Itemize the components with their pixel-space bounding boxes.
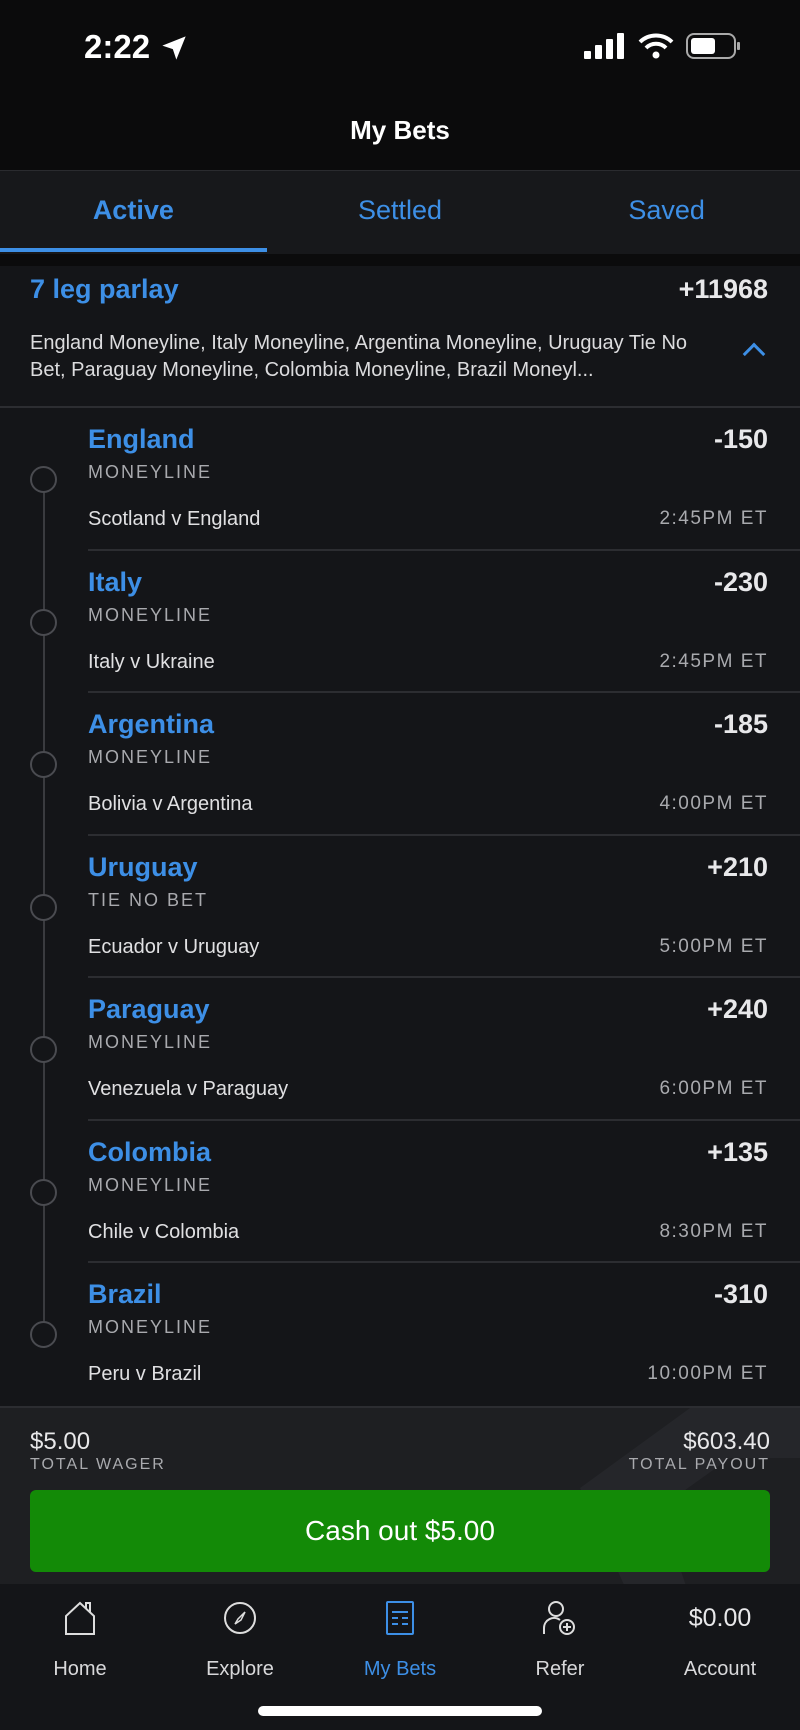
total-wager-label: TOTAL WAGER (30, 1456, 166, 1473)
leg-item[interactable]: Paraguay +240 MONEYLINE Venezuela v Para… (0, 978, 800, 1121)
nav-my-bets-label: My Bets (363, 1658, 437, 1680)
leg-odds: -150 (713, 424, 768, 454)
status-bar: 2:22 (0, 0, 800, 100)
nav-account-label: Account (683, 1658, 757, 1680)
leg-time: 4:00PM ET (659, 793, 768, 814)
leg-item[interactable]: Brazil -310 MONEYLINE Peru v Brazil 10:0… (0, 1263, 800, 1406)
leg-status-circle-icon (30, 466, 57, 493)
total-payout-value: $603.40 (683, 1428, 770, 1455)
nav-home[interactable]: Home (0, 1584, 160, 1730)
status-time: 2:22 (84, 28, 151, 65)
home-indicator[interactable] (258, 1706, 542, 1716)
leg-odds: -185 (713, 709, 768, 739)
bottom-nav: Home Explore My Bets Refer $0.00 Account (0, 1584, 800, 1730)
leg-time: 10:00PM ET (647, 1363, 768, 1384)
total-payout-label: TOTAL PAYOUT (628, 1456, 770, 1473)
leg-odds: -230 (713, 566, 768, 597)
leg-market: MONEYLINE (88, 462, 213, 482)
leg-item[interactable]: Colombia +135 MONEYLINE Chile v Colombia… (0, 1121, 800, 1263)
leg-status-circle-icon (30, 1178, 57, 1206)
add-user-icon (543, 1601, 575, 1635)
cash-out-button[interactable]: Cash out $5.00 (30, 1490, 770, 1572)
leg-status-circle-icon (30, 1036, 57, 1063)
tab-saved[interactable]: Saved (628, 195, 705, 225)
leg-time: 8:30PM ET (659, 1220, 768, 1242)
leg-item[interactable]: England -150 MONEYLINE Scotland v Englan… (0, 408, 800, 551)
leg-match: Ecuador v Uruguay (88, 935, 260, 958)
parlay-legs: England -150 MONEYLINE Scotland v Englan… (0, 408, 800, 1406)
leg-status-circle-icon (30, 1321, 57, 1348)
leg-team: Brazil (88, 1279, 162, 1309)
leg-team: Paraguay (88, 994, 210, 1024)
nav-explore[interactable]: Explore (160, 1584, 320, 1730)
leg-status-circle-icon (30, 893, 57, 921)
leg-item[interactable]: Uruguay +210 TIE NO BET Ecuador v Urugua… (0, 836, 800, 978)
leg-match: Bolivia v Argentina (88, 793, 253, 815)
leg-market: MONEYLINE (88, 1032, 213, 1052)
divider (0, 254, 800, 266)
total-wager-value: $5.00 (30, 1428, 91, 1455)
leg-odds: +210 (707, 851, 768, 882)
wifi-icon (638, 33, 674, 59)
leg-team: Italy (88, 566, 143, 597)
leg-team: Colombia (88, 1136, 212, 1167)
leg-market: MONEYLINE (88, 1317, 213, 1337)
leg-team: England (88, 424, 195, 454)
tab-active[interactable]: Active (0, 171, 267, 254)
parlay-description: England Moneyline, Italy Moneyline, Arge… (30, 332, 688, 381)
battery-icon (686, 33, 740, 59)
page-header: My Bets (0, 100, 800, 170)
parlay-title: 7 leg parlay (30, 274, 179, 304)
leg-item[interactable]: Argentina -185 MONEYLINE Bolivia v Argen… (0, 693, 800, 836)
leg-match: Italy v Ukraine (88, 650, 215, 673)
leg-team: Uruguay (88, 851, 198, 882)
leg-match: Venezuela v Paraguay (88, 1078, 289, 1100)
leg-time: 6:00PM ET (659, 1078, 768, 1099)
signal-icon (584, 33, 624, 59)
chevron-up-icon[interactable] (742, 342, 766, 366)
leg-match: Chile v Colombia (88, 1220, 240, 1243)
leg-match: Scotland v England (88, 508, 261, 530)
nav-my-bets[interactable]: My Bets (320, 1584, 480, 1730)
leg-status-circle-icon (30, 751, 57, 778)
leg-time: 2:45PM ET (659, 650, 768, 672)
leg-market: MONEYLINE (88, 747, 213, 767)
leg-time: 5:00PM ET (659, 935, 768, 957)
parlay-odds: +11968 (678, 274, 768, 304)
bet-tabs: Active Settled Saved (0, 170, 800, 254)
leg-item[interactable]: Italy -230 MONEYLINE Italy v Ukraine 2:4… (0, 551, 800, 693)
page-title: My Bets (350, 115, 450, 145)
leg-team: Argentina (88, 709, 215, 739)
nav-home-label: Home (53, 1658, 107, 1680)
leg-odds: -310 (713, 1279, 768, 1309)
tab-settled[interactable]: Settled (357, 195, 443, 225)
home-icon (65, 1601, 95, 1635)
leg-market: MONEYLINE (88, 604, 213, 625)
leg-market: MONEYLINE (88, 1174, 213, 1195)
nav-account[interactable]: $0.00 Account (640, 1584, 800, 1730)
nav-refer[interactable]: Refer (480, 1584, 640, 1730)
leg-odds: +135 (707, 1136, 768, 1167)
bet-summary: $5.00 TOTAL WAGER $603.40 TOTAL PAYOUT C… (0, 1406, 800, 1584)
compass-icon (224, 1602, 256, 1634)
leg-odds: +240 (707, 994, 768, 1024)
nav-refer-label: Refer (535, 1658, 585, 1680)
leg-market: TIE NO BET (88, 889, 209, 910)
nav-explore-label: Explore (206, 1658, 274, 1680)
parlay-header[interactable]: 7 leg parlay +11968 England Moneyline, I… (0, 266, 800, 408)
leg-time: 2:45PM ET (659, 508, 768, 529)
account-balance: $0.00 (688, 1603, 752, 1632)
bet-slip-icon (386, 1601, 414, 1635)
location-arrow-icon (162, 36, 186, 60)
leg-status-circle-icon (30, 608, 57, 636)
leg-match: Peru v Brazil (88, 1363, 202, 1385)
